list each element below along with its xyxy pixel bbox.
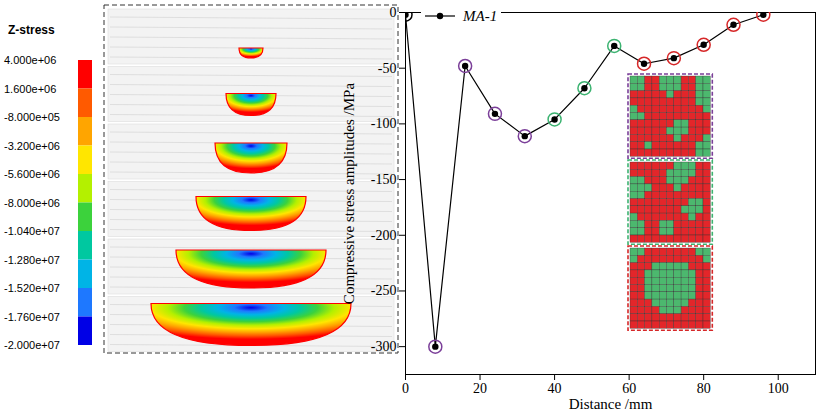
svg-text:-2.000e+07: -2.000e+07 [4, 339, 60, 351]
svg-text:-300: -300 [371, 339, 397, 354]
svg-text:-150: -150 [371, 172, 397, 187]
svg-text:MA-1: MA-1 [462, 8, 497, 24]
svg-text:-3.200e+06: -3.200e+06 [4, 140, 60, 152]
svg-text:Z-stress: Z-stress [8, 23, 55, 37]
svg-text:0: 0 [390, 5, 397, 20]
svg-text:Distance /mm: Distance /mm [569, 396, 653, 412]
svg-text:-8.000e+06: -8.000e+06 [4, 197, 60, 209]
svg-text:-250: -250 [371, 283, 397, 298]
svg-text:0: 0 [402, 381, 409, 396]
svg-text:20: 20 [473, 381, 487, 396]
svg-text:-8.000e+05: -8.000e+05 [4, 111, 60, 123]
svg-text:4.000e+06: 4.000e+06 [4, 54, 56, 66]
svg-text:-50: -50 [378, 61, 397, 76]
svg-text:40: 40 [548, 381, 562, 396]
svg-text:-1.040e+07: -1.040e+07 [4, 225, 60, 237]
svg-text:100: 100 [768, 381, 789, 396]
svg-text:-1.520e+07: -1.520e+07 [4, 282, 60, 294]
svg-text:1.600e+06: 1.600e+06 [4, 83, 56, 95]
svg-text:Compressive stress amplitudes: Compressive stress amplitudes /MPa [341, 83, 357, 305]
svg-text:-200: -200 [371, 228, 397, 243]
svg-text:80: 80 [697, 381, 711, 396]
svg-text:-1.760e+07: -1.760e+07 [4, 311, 60, 323]
svg-text:-5.600e+06: -5.600e+06 [4, 168, 60, 180]
svg-text:-100: -100 [371, 116, 397, 131]
svg-text:-1.280e+07: -1.280e+07 [4, 254, 60, 266]
svg-text:60: 60 [622, 381, 636, 396]
